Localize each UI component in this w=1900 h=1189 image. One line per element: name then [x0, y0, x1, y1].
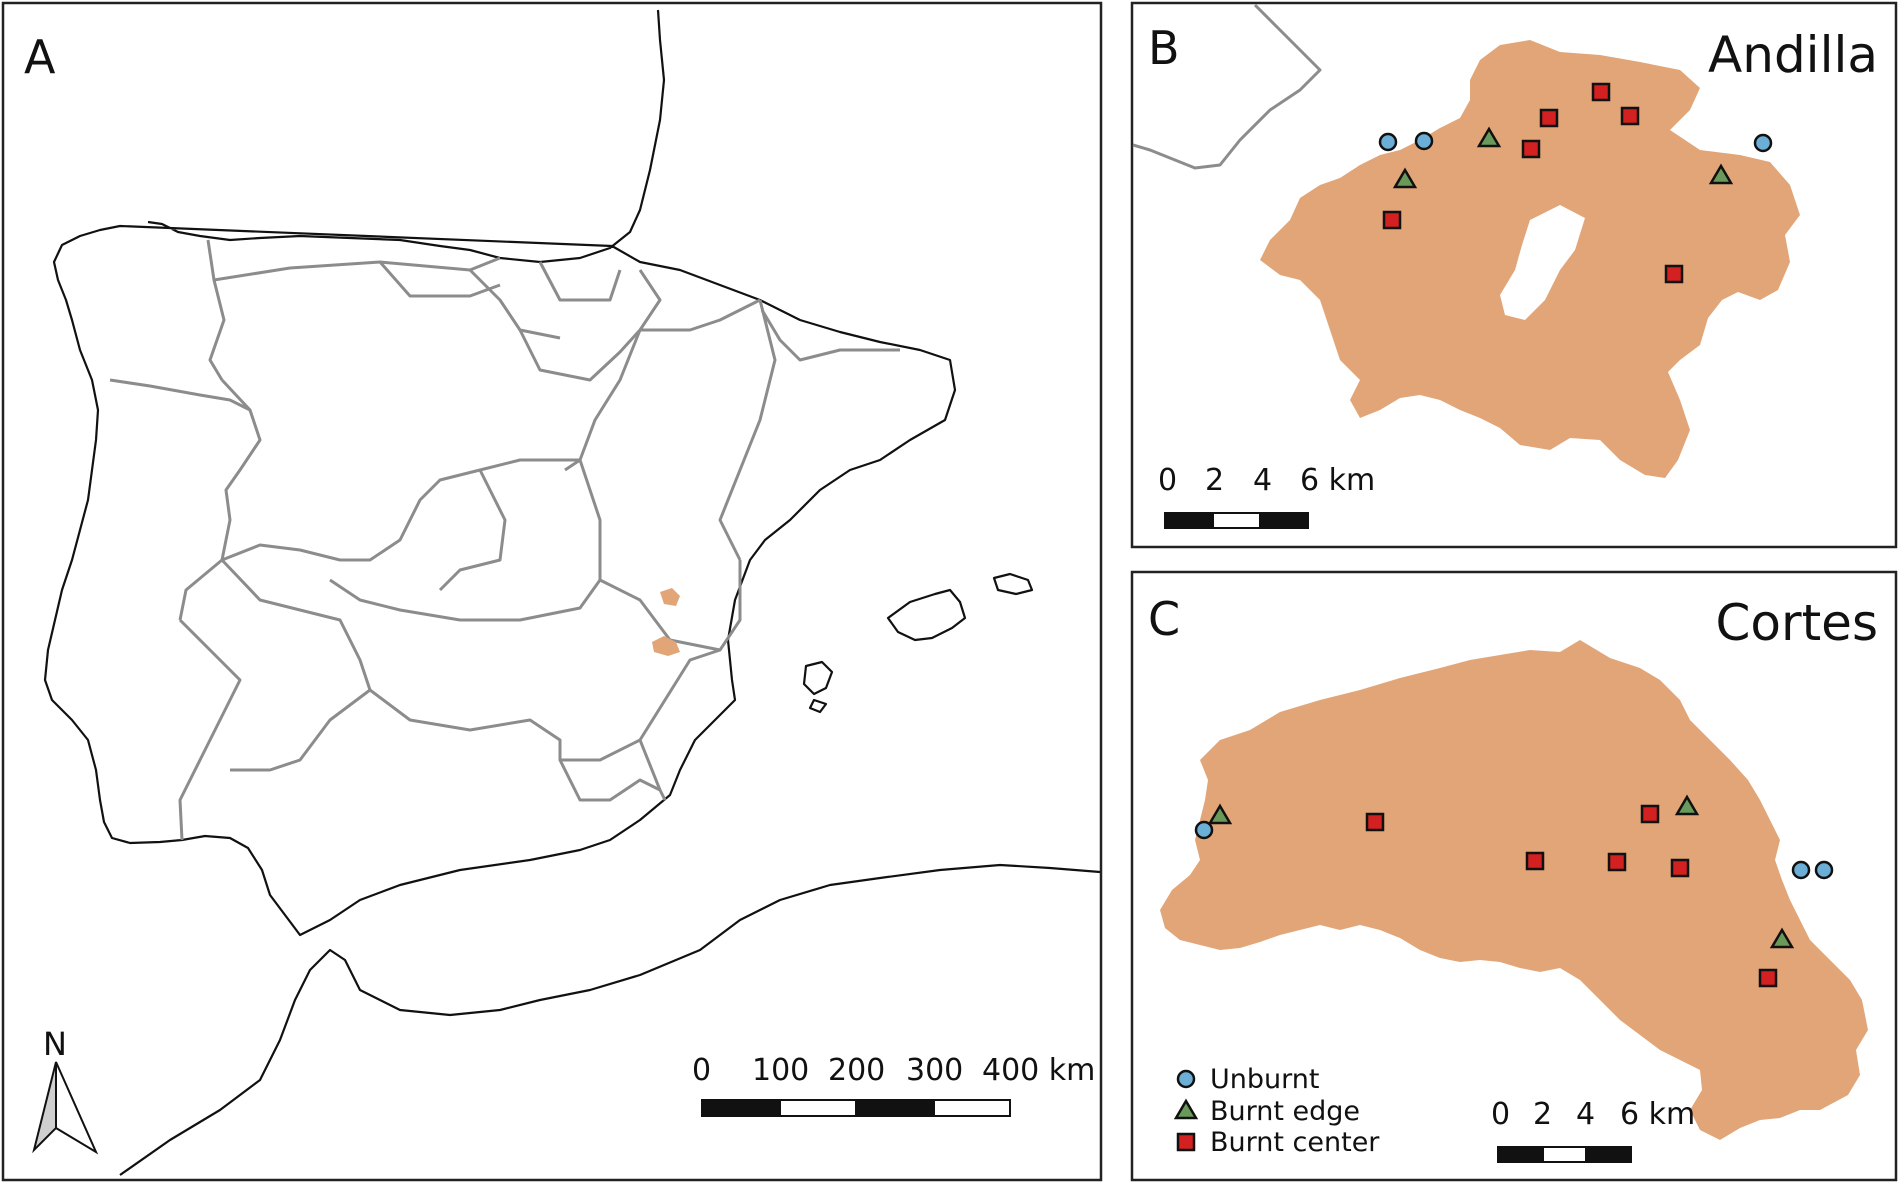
andilla-site-name: Andilla [1708, 26, 1878, 84]
andilla-center-4 [1521, 139, 1541, 159]
andilla-edge-1 [1476, 126, 1502, 148]
legend-edge-label: Burnt edge [1210, 1096, 1360, 1127]
cortes-center-5 [1670, 858, 1690, 878]
andilla-edge-3 [1708, 163, 1734, 185]
scale-a-tick-0: 0 [692, 1053, 711, 1088]
legend-center-symbol [1176, 1132, 1196, 1152]
panel-b: B Andilla 0 2 4 6 km [1130, 1, 1898, 549]
andilla-burnt-area [1260, 40, 1800, 478]
scale-c-tick-0: 0 [1491, 1097, 1510, 1132]
scale-bar-a: 0 100 200 300 400 km [692, 1053, 1095, 1117]
scale-b-tick-1: 2 [1205, 463, 1224, 498]
scale-a-seg-4 [933, 1099, 1011, 1117]
legend: Unburnt Burnt edge Burnt center [1173, 1064, 1380, 1158]
ibiza-island [802, 660, 834, 696]
panel-a-letter: A [24, 30, 56, 84]
cortes-edge-1 [1207, 803, 1233, 825]
cortes-unburnt-3 [1814, 860, 1834, 880]
region-borders [109, 239, 900, 841]
scale-c-tick-2: 4 [1576, 1097, 1595, 1132]
andilla-center-2 [1539, 108, 1559, 128]
scale-b-seg-1 [1164, 512, 1214, 529]
cortes-unburnt-2 [1791, 860, 1811, 880]
cortes-unburnt-1 [1194, 820, 1214, 840]
andilla-unburnt-2 [1414, 131, 1434, 151]
scale-a-tick-1: 100 [752, 1053, 809, 1088]
andilla-region-border [1132, 3, 1322, 170]
scale-b-tick-3: 6 km [1300, 463, 1375, 498]
scale-a-tick-2: 200 [828, 1053, 885, 1088]
cortes-samples [1194, 794, 1834, 988]
legend-edge-symbol [1173, 1098, 1199, 1120]
iberia-coastline [43, 9, 957, 937]
cortes-center-2 [1640, 804, 1660, 824]
panel-c-letter: C [1148, 592, 1180, 646]
panel-b-letter: B [1148, 21, 1180, 75]
mallorca-island [886, 588, 967, 642]
scale-a-seg-1 [701, 1099, 781, 1117]
scale-bar-c: 0 2 4 6 km [1491, 1097, 1695, 1163]
andilla-edge-2 [1392, 167, 1418, 189]
north-arrow: N [32, 1025, 99, 1155]
scale-b-tick-0: 0 [1158, 463, 1177, 498]
scale-b-seg-3 [1259, 512, 1309, 529]
andilla-unburnt-1 [1378, 132, 1398, 152]
scale-a-tick-4: 400 km [982, 1053, 1095, 1088]
formentera-island [808, 698, 828, 714]
legend-unburnt-label: Unburnt [1210, 1064, 1319, 1095]
scale-c-seg-2 [1542, 1146, 1587, 1163]
menorca-island [992, 572, 1034, 596]
cortes-edge-2 [1674, 794, 1700, 816]
andilla-unburnt-3 [1753, 133, 1773, 153]
north-arrow-right-half [55, 1061, 99, 1155]
legend-unburnt-symbol [1176, 1069, 1196, 1089]
andilla-center-3 [1620, 106, 1640, 126]
scale-bar-b: 0 2 4 6 km [1158, 463, 1375, 529]
andilla-center-6 [1664, 264, 1684, 284]
scale-c-tick-3: 6 km [1620, 1097, 1695, 1132]
scale-a-seg-3 [855, 1099, 935, 1117]
cortes-center-4 [1607, 852, 1627, 872]
panel-a: A [1, 1, 1103, 1182]
africa-coastline [119, 863, 1101, 1176]
panel-c: C Cortes Unburnt Burnt edge Burnt c [1130, 570, 1898, 1182]
scale-c-tick-1: 2 [1533, 1097, 1552, 1132]
cortes-burnt-area [1160, 640, 1868, 1140]
scale-c-seg-3 [1585, 1146, 1632, 1163]
andilla-center-1 [1591, 82, 1611, 102]
andilla-center-5 [1382, 210, 1402, 230]
cortes-site-name: Cortes [1716, 594, 1878, 652]
andilla-fire-overview [660, 588, 680, 606]
panel-a-frame [1, 1, 1103, 1182]
scale-c-seg-1 [1497, 1146, 1544, 1163]
legend-center-label: Burnt center [1210, 1127, 1380, 1158]
scale-a-seg-2 [779, 1099, 857, 1117]
scale-a-tick-3: 300 [906, 1053, 963, 1088]
cortes-edge-3 [1769, 927, 1795, 949]
andilla-samples [1378, 82, 1773, 284]
cortes-center-6 [1758, 968, 1778, 988]
scale-b-tick-2: 4 [1253, 463, 1272, 498]
cortes-center-3 [1525, 851, 1545, 871]
scale-b-seg-2 [1212, 512, 1261, 529]
north-arrow-label: N [43, 1025, 67, 1063]
cortes-center-1 [1365, 812, 1385, 832]
cortes-fire-overview [652, 636, 680, 656]
